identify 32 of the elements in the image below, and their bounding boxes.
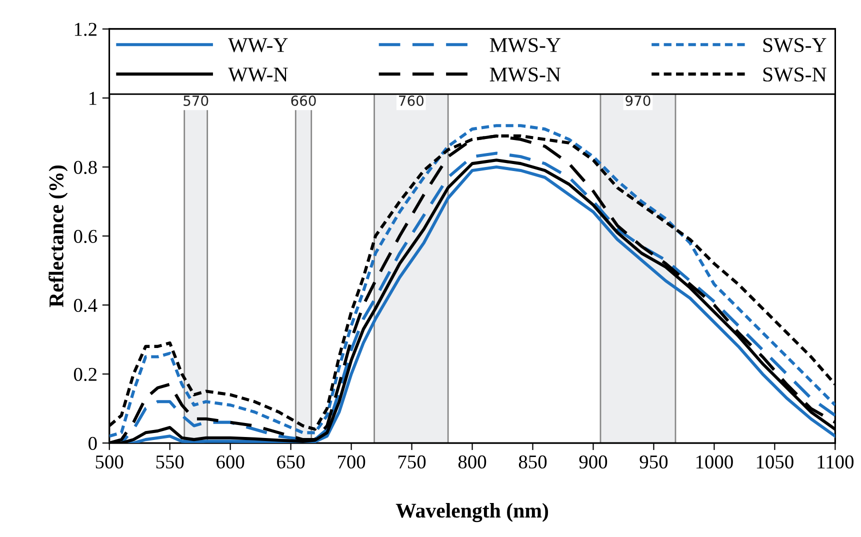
x-tick-label: 550 — [156, 455, 184, 469]
y-tick-label: 0 — [88, 436, 97, 450]
x-tick-label: 500 — [96, 455, 124, 469]
y-axis-title: Reflectance (%) — [48, 165, 68, 308]
x-tick-label: 900 — [579, 455, 608, 469]
band-label: 660 — [291, 95, 316, 106]
x-tick-label: 700 — [338, 455, 366, 469]
y-tick-label: 1.2 — [74, 22, 96, 36]
x-tick-label: 1050 — [756, 455, 794, 469]
legend-label: WW-N — [228, 68, 288, 82]
y-tick-label: 0.4 — [74, 298, 98, 312]
x-tick-label: 650 — [277, 455, 305, 469]
x-tick-label: 750 — [398, 455, 426, 469]
band-label: 760 — [399, 95, 424, 106]
x-tick-label: 850 — [518, 455, 547, 469]
x-tick-label: 1000 — [696, 455, 733, 469]
y-tick-label: 0.6 — [74, 230, 97, 244]
legend-label: WW-Y — [228, 38, 288, 52]
legend-label: SWS-N — [763, 68, 826, 82]
x-tick-label: 800 — [458, 455, 486, 469]
y-tick-label: 0.2 — [74, 368, 96, 382]
band-label: 570 — [184, 95, 208, 106]
legend-label: MWS-Y — [490, 38, 560, 52]
y-tick-label: 1 — [90, 92, 96, 105]
y-tick-label: 0.8 — [74, 160, 97, 174]
band-label: 970 — [626, 95, 650, 106]
x-tick-label: 600 — [216, 455, 244, 469]
x-tick-label: 950 — [640, 455, 668, 469]
legend-label: SWS-Y — [763, 38, 826, 52]
legend-label: MWS-N — [490, 68, 561, 82]
x-tick-label: 1100 — [818, 455, 854, 469]
x-axis-title: Wavelength (nm) — [396, 503, 548, 522]
